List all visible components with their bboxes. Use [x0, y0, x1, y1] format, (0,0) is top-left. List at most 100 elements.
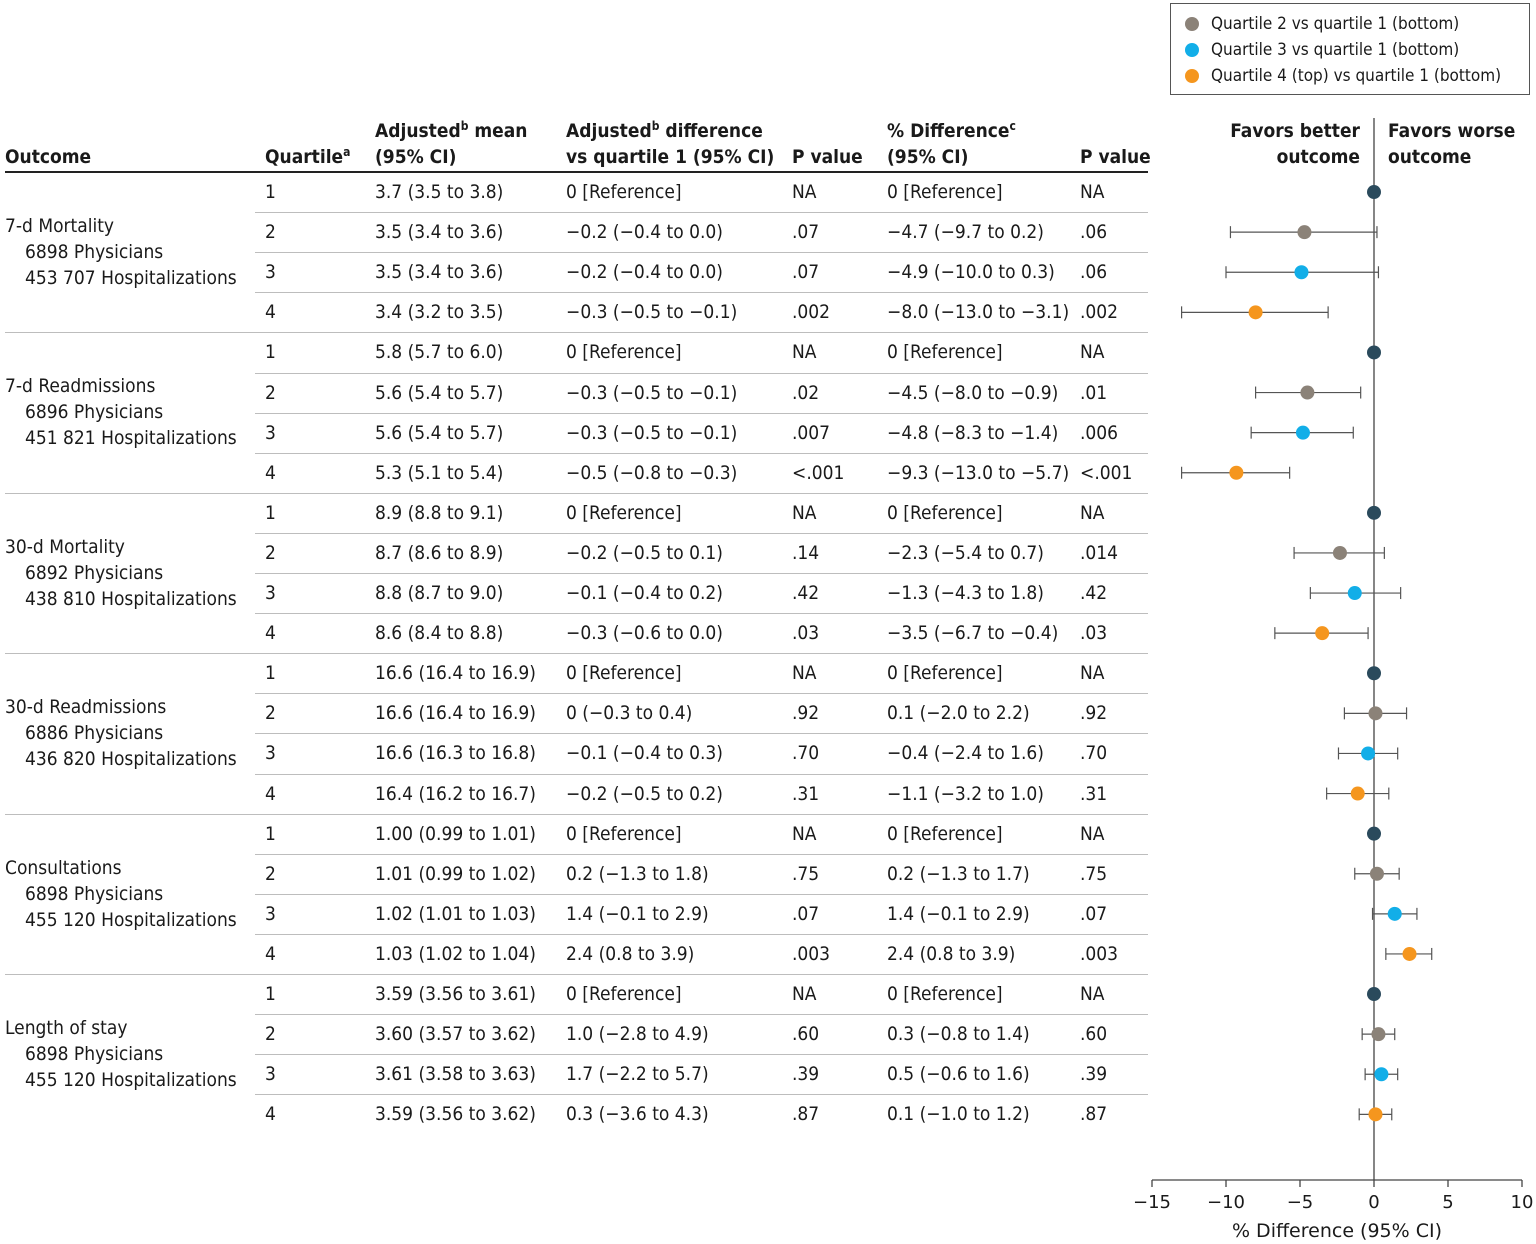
- estimate-point: [1229, 465, 1244, 480]
- cell-p-value-1: .002: [792, 301, 831, 324]
- cell-p-value-2: .01: [1080, 381, 1108, 404]
- reference-point: [1367, 666, 1381, 681]
- legend-item-q2: Quartile 2 vs quartile 1 (bottom): [1185, 13, 1459, 35]
- outcome-hospitalizations: 455 120 Hospitalizations: [25, 908, 237, 931]
- outcome-hospitalizations: 453 707 Hospitalizations: [25, 267, 237, 289]
- cell-quartile: 4: [265, 622, 276, 645]
- row-divider: [255, 1014, 1148, 1016]
- cell-adjusted-mean: 1.01 (0.99 to 1.02): [375, 862, 536, 885]
- outcome-name: 7-d Mortality: [5, 215, 115, 237]
- cell-quartile: 4: [265, 461, 276, 484]
- estimate-point: [1374, 1067, 1389, 1082]
- cell-quartile: 1: [265, 181, 276, 203]
- cell-p-value-1: NA: [792, 341, 817, 364]
- cell-p-value-2: NA: [1080, 822, 1105, 845]
- header-rule: [5, 171, 1148, 173]
- cell-pct-difference: 0.2 (−1.3 to 1.7): [887, 862, 1030, 885]
- cell-pct-difference: −4.8 (−8.3 to −1.4): [887, 421, 1059, 444]
- legend: Quartile 2 vs quartile 1 (bottom) Quarti…: [1170, 3, 1530, 95]
- cell-p-value-2: .014: [1080, 541, 1119, 564]
- cell-adjusted-difference: 0 [Reference]: [566, 341, 682, 364]
- cell-p-value-1: NA: [792, 501, 817, 524]
- cell-p-value-2: .42: [1080, 582, 1108, 604]
- estimate-point: [1361, 746, 1376, 761]
- cell-adjusted-difference: −0.2 (−0.5 to 0.1): [566, 541, 723, 564]
- cell-pct-difference: −4.7 (−9.7 to 0.2): [887, 221, 1044, 244]
- cell-p-value-1: .02: [792, 381, 820, 404]
- estimate-point: [1402, 946, 1417, 961]
- outcome-name: 30-d Mortality: [5, 535, 125, 558]
- cell-p-value-1: .75: [792, 862, 820, 885]
- cell-quartile: 4: [265, 942, 276, 965]
- cell-pct-difference: −8.0 (−13.0 to −3.1): [887, 301, 1070, 324]
- group-divider: [5, 332, 1148, 334]
- cell-quartile: 1: [265, 822, 276, 845]
- reference-point: [1367, 505, 1381, 520]
- cell-pct-difference: 0 [Reference]: [887, 501, 1003, 524]
- cell-adjusted-mean: 3.4 (3.2 to 3.5): [375, 301, 504, 324]
- cell-p-value-1: .70: [792, 742, 820, 765]
- cell-adjusted-difference: 0.3 (−3.6 to 4.3): [566, 1103, 709, 1126]
- cell-adjusted-difference: 0 [Reference]: [566, 822, 682, 845]
- cell-adjusted-mean: 3.5 (3.4 to 3.6): [375, 261, 504, 284]
- cell-p-value-2: .006: [1080, 421, 1119, 444]
- row-divider: [255, 252, 1148, 254]
- row-divider: [255, 372, 1148, 374]
- estimate-point: [1315, 626, 1330, 641]
- cell-adjusted-difference: 2.4 (0.8 to 3.9): [566, 942, 695, 965]
- cell-p-value-2: .70: [1080, 742, 1108, 765]
- cell-quartile: 2: [265, 702, 276, 725]
- cell-p-value-1: .07: [792, 221, 820, 244]
- outcome-name: Length of stay: [5, 1017, 128, 1039]
- reference-point: [1367, 987, 1381, 1002]
- cell-p-value-1: .60: [792, 1023, 820, 1046]
- row-divider: [255, 1054, 1148, 1056]
- outcome-name: 7-d Readmissions: [5, 375, 156, 398]
- cell-adjusted-mean: 3.60 (3.57 to 3.62): [375, 1023, 536, 1046]
- outcome-physicians: 6896 Physicians: [25, 401, 164, 424]
- cell-quartile: 4: [265, 301, 276, 324]
- cell-p-value-1: NA: [792, 662, 817, 685]
- cell-adjusted-difference: 0 [Reference]: [566, 181, 682, 203]
- x-tick-label: −15: [1133, 1192, 1171, 1213]
- cell-adjusted-difference: 0 [Reference]: [566, 662, 682, 685]
- cell-adjusted-mean: 16.6 (16.4 to 16.9): [375, 702, 536, 725]
- cell-adjusted-mean: 1.02 (1.01 to 1.03): [375, 902, 536, 925]
- cell-p-value-2: <.001: [1080, 461, 1133, 484]
- header-outcome: Outcome: [5, 146, 92, 168]
- cell-adjusted-difference: 0 (−0.3 to 0.4): [566, 702, 693, 725]
- cell-p-value-2: .003: [1080, 942, 1119, 965]
- x-tick-label: 10: [1511, 1192, 1534, 1213]
- cell-pct-difference: 0 [Reference]: [887, 822, 1003, 845]
- group-divider: [5, 492, 1148, 494]
- outcome-physicians: 6898 Physicians: [25, 1043, 164, 1065]
- cell-p-value-2: .87: [1080, 1103, 1108, 1126]
- outcome-hospitalizations: 438 810 Hospitalizations: [25, 587, 237, 610]
- header-quartile: Quartilea: [265, 145, 351, 168]
- cell-quartile: 3: [265, 1063, 276, 1086]
- row-divider: [255, 212, 1148, 214]
- cell-adjusted-mean: 16.6 (16.3 to 16.8): [375, 742, 536, 765]
- cell-quartile: 3: [265, 742, 276, 765]
- header-difference: Adjustedb difference vs quartile 1 (95% C…: [566, 119, 775, 168]
- row-divider: [255, 573, 1148, 574]
- cell-quartile: 3: [265, 582, 276, 604]
- cell-p-value-1: NA: [792, 983, 817, 1005]
- header-p-value-2: P value: [1080, 146, 1151, 168]
- cell-pct-difference: −9.3 (−13.0 to −5.7): [887, 461, 1070, 484]
- cell-p-value-2: .06: [1080, 221, 1108, 244]
- estimate-point: [1248, 305, 1263, 320]
- cell-adjusted-mean: 5.8 (5.7 to 6.0): [375, 341, 504, 364]
- estimate-point: [1347, 586, 1362, 601]
- cell-adjusted-mean: 3.5 (3.4 to 3.6): [375, 221, 504, 244]
- row-divider: [255, 853, 1148, 855]
- cell-adjusted-difference: 0 [Reference]: [566, 501, 682, 524]
- estimate-point: [1295, 425, 1310, 440]
- row-divider: [255, 773, 1148, 775]
- outcome-physicians: 6892 Physicians: [25, 561, 164, 584]
- estimate-point: [1371, 1027, 1386, 1042]
- group-divider: [5, 813, 1148, 815]
- cell-p-value-1: .42: [792, 582, 820, 604]
- legend-marker-q3: [1185, 43, 1199, 57]
